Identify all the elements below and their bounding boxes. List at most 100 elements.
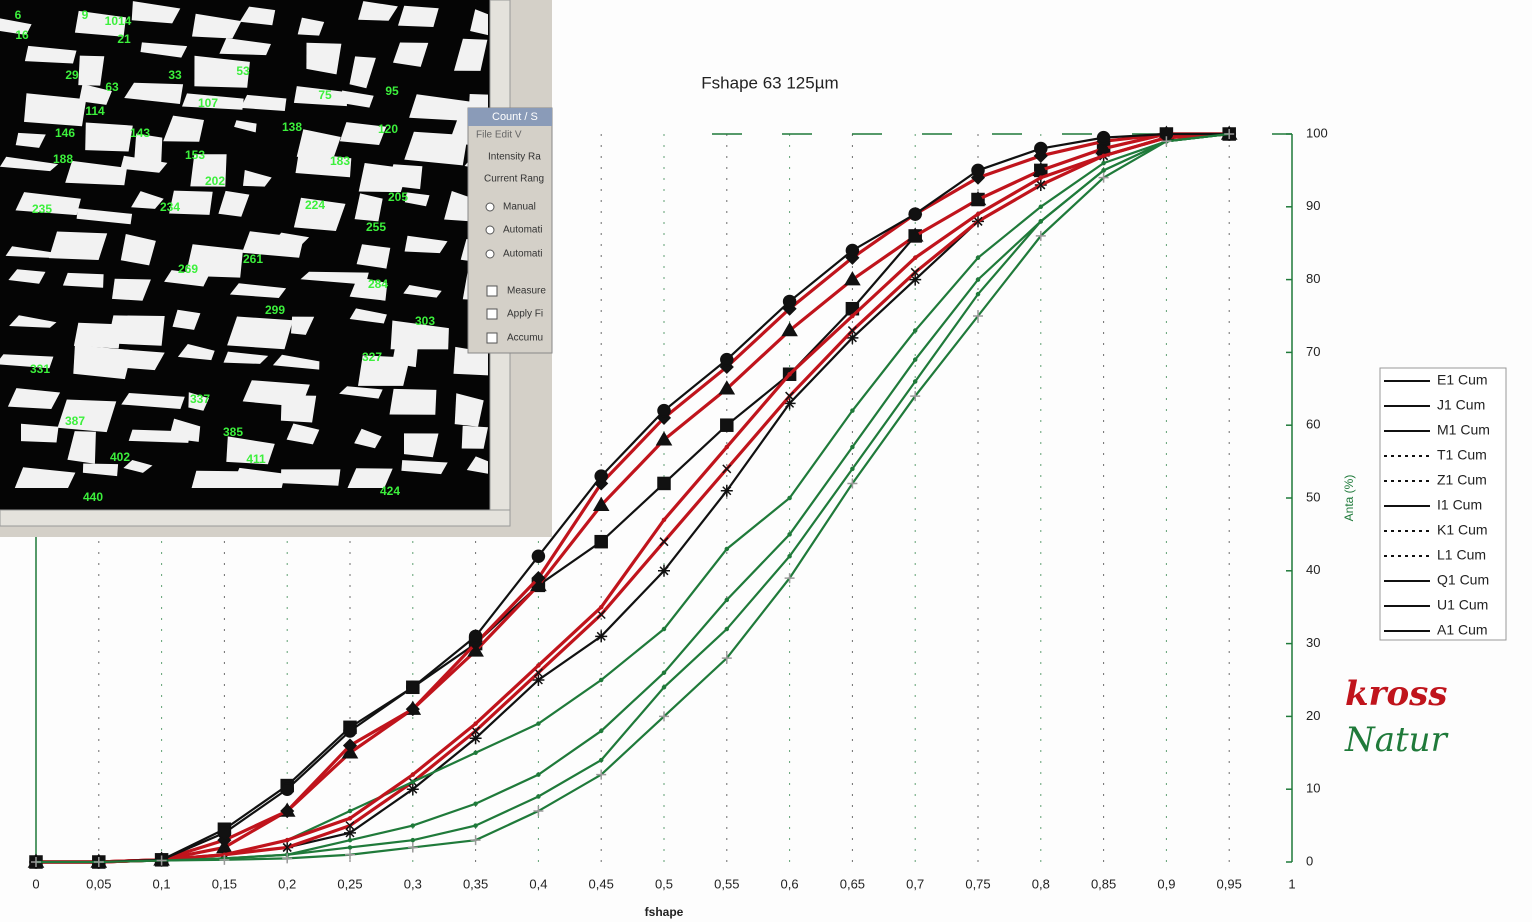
marker — [410, 823, 416, 828]
marker — [1101, 153, 1106, 159]
marker — [847, 326, 857, 336]
checkbox[interactable] — [486, 285, 498, 297]
series-line — [36, 132, 1230, 864]
series-line — [36, 132, 1230, 864]
x-tick-label: 0,65 — [840, 876, 865, 891]
particle-label: 224 — [305, 198, 325, 212]
marker — [345, 821, 355, 831]
particle — [74, 10, 126, 37]
particle — [454, 393, 484, 427]
radio[interactable] — [485, 225, 495, 235]
dialog-group: Intensity Ra — [488, 152, 541, 163]
marker — [910, 267, 920, 277]
x-tick-label: 0,35 — [463, 876, 488, 891]
particle — [107, 315, 165, 346]
particle — [182, 93, 244, 110]
marker — [217, 826, 232, 840]
marker — [280, 782, 294, 796]
marker — [1101, 160, 1106, 166]
marker — [1034, 141, 1048, 156]
marker — [847, 478, 858, 489]
series-line — [36, 132, 1230, 864]
particle — [466, 456, 488, 474]
radio[interactable] — [485, 202, 495, 212]
marker — [342, 738, 358, 753]
particle — [272, 354, 320, 370]
particle — [169, 190, 213, 215]
radio-label[interactable]: Automati — [503, 225, 542, 236]
marker — [473, 823, 478, 828]
x-tick-label: 0,1 — [153, 876, 171, 891]
marker — [594, 534, 608, 549]
particle — [8, 269, 46, 284]
marker — [906, 227, 924, 242]
x-tick-label: 0,55 — [714, 876, 739, 891]
legend: E1 Cum J1 Cum M1 Cum T1 Cum Z1 Cum I1 Cum K1 C… — [1379, 367, 1507, 641]
particle — [62, 272, 104, 288]
annotation: kross — [1345, 674, 1447, 714]
particle-label: 53 — [236, 64, 250, 78]
marker — [284, 837, 290, 843]
marker — [407, 842, 418, 853]
marker — [912, 379, 918, 384]
marker — [724, 444, 730, 450]
radio-label[interactable]: Manual — [503, 202, 536, 213]
x-tick-label: 0,8 — [1032, 876, 1050, 891]
particle — [275, 232, 310, 246]
x-tick-label: 0,45 — [589, 876, 614, 891]
legend-label: I1 Cum — [1437, 497, 1482, 513]
particle — [468, 94, 488, 109]
checkbox[interactable] — [486, 332, 498, 344]
particle-label: 331 — [30, 362, 50, 376]
particle — [112, 278, 151, 301]
radio[interactable] — [485, 249, 495, 259]
checkbox[interactable] — [486, 308, 498, 320]
particle — [131, 1, 181, 24]
marker — [219, 854, 230, 865]
radio-label[interactable]: Automati — [503, 249, 542, 260]
particle — [191, 470, 239, 488]
marker — [1098, 172, 1109, 183]
particle-label: 16 — [15, 28, 29, 42]
particle — [0, 156, 59, 172]
marker — [912, 328, 918, 333]
marker — [724, 546, 730, 552]
marker — [720, 352, 734, 367]
particle-label: 9 — [82, 8, 89, 22]
marker — [531, 571, 546, 586]
marker — [347, 845, 353, 850]
particle-label: 255 — [366, 220, 386, 234]
particle-label: 188 — [53, 152, 73, 166]
particle — [76, 208, 133, 225]
scroll-hscroll — [0, 509, 511, 527]
marker — [721, 653, 732, 664]
particle — [296, 129, 341, 161]
x-tick-label: 0 — [32, 876, 39, 891]
particle — [295, 152, 352, 178]
particle-label: 63 — [105, 80, 119, 94]
marker — [345, 849, 355, 860]
marker — [536, 794, 541, 799]
y-tick-label: 30 — [1306, 635, 1320, 650]
marker — [908, 207, 922, 221]
marker — [969, 191, 987, 206]
marker — [93, 857, 104, 867]
checkbox-label[interactable]: Accumu — [507, 333, 543, 344]
marker — [347, 816, 353, 821]
checkbox-label[interactable]: Measure — [507, 286, 546, 297]
marker — [410, 779, 416, 785]
x-tick-label: 1 — [1288, 876, 1295, 891]
marker — [845, 243, 860, 258]
legend-label: U1 Cum — [1437, 597, 1488, 613]
checkbox-label[interactable]: Apply Fi — [507, 309, 543, 320]
particle — [192, 13, 242, 39]
marker — [1035, 230, 1046, 241]
marker — [787, 371, 792, 377]
particle — [163, 115, 204, 142]
marker — [531, 549, 546, 563]
particle — [218, 190, 250, 217]
marker — [536, 772, 541, 777]
particle — [470, 9, 488, 36]
legend-label: K1 Cum — [1437, 522, 1488, 538]
particle — [354, 428, 382, 449]
